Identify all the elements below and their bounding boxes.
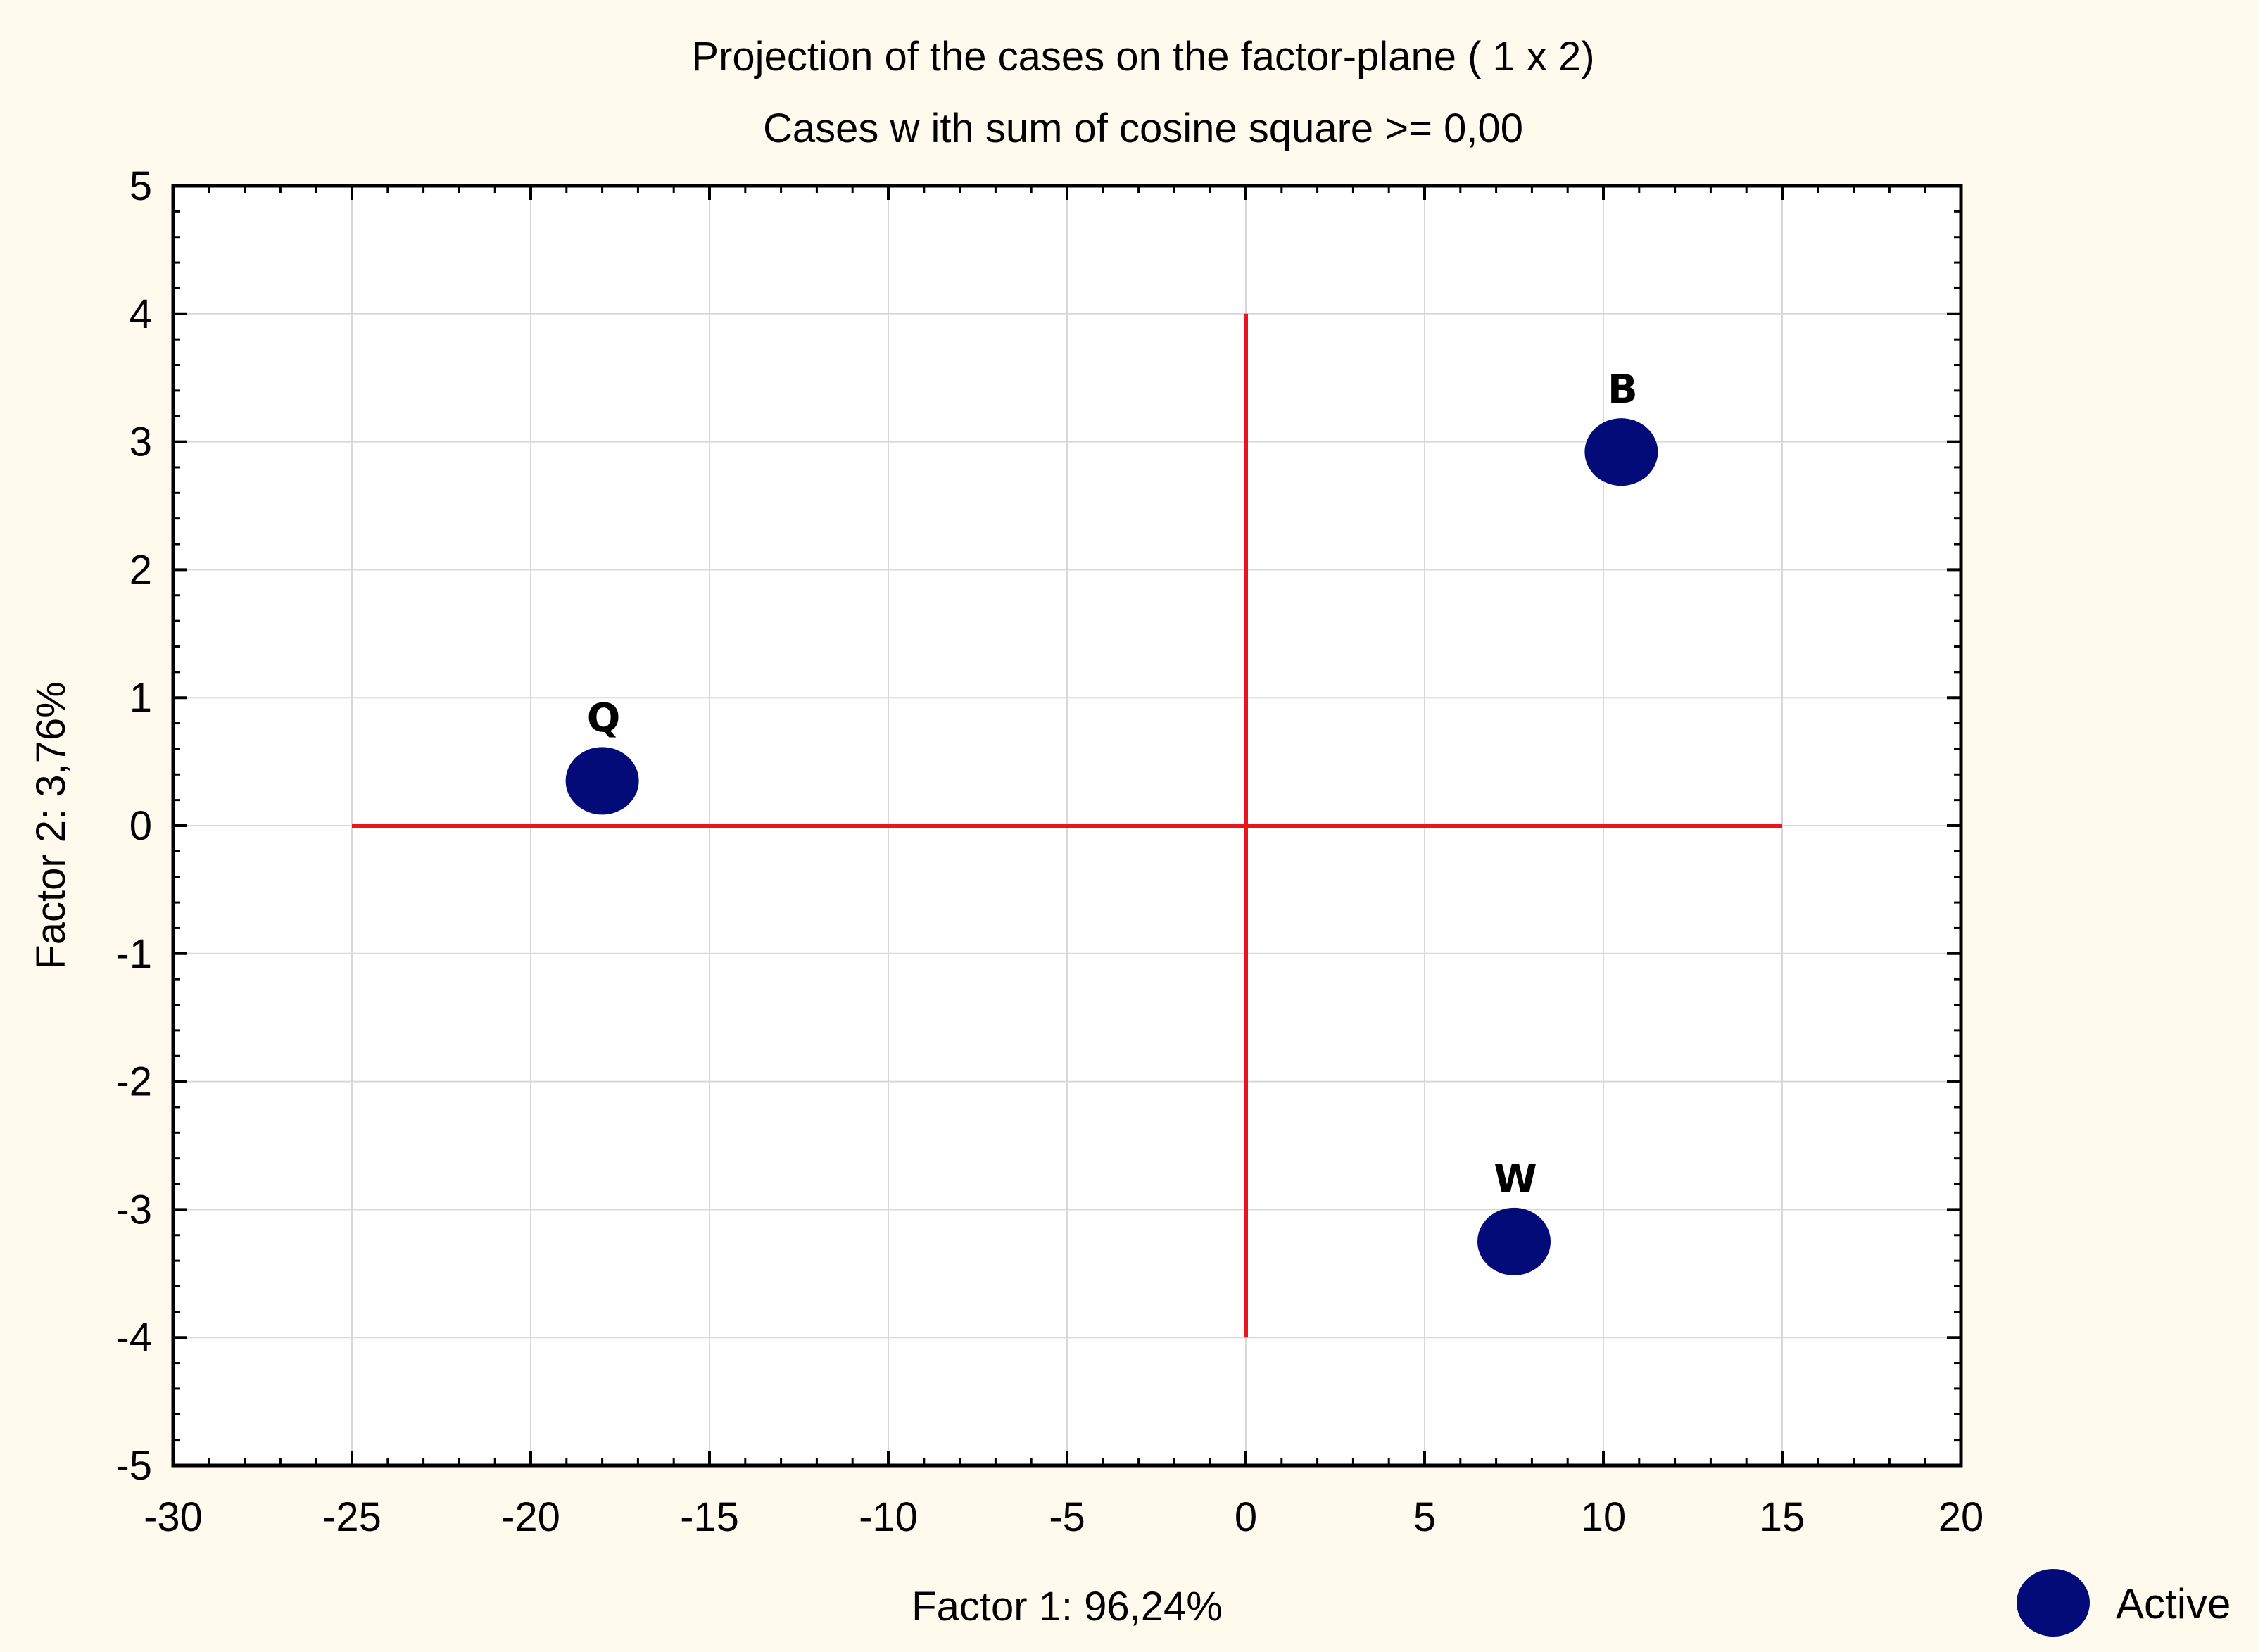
data-point: [1584, 418, 1658, 486]
y-tick-label: 0: [130, 803, 152, 849]
y-tick-label: -5: [115, 1443, 152, 1489]
data-points: Q B W: [565, 367, 1658, 1275]
x-tick-label: 5: [1413, 1494, 1436, 1540]
x-tick-label: -30: [144, 1494, 203, 1540]
legend-label: Active: [2116, 1580, 2231, 1627]
x-tick-label: 0: [1235, 1494, 1257, 1540]
reference-lines: [352, 313, 1782, 1338]
y-tick-label: -4: [115, 1315, 152, 1361]
y-tick-label: -3: [115, 1187, 152, 1232]
x-tick-label: -10: [859, 1494, 918, 1540]
y-tick-label: 1: [130, 675, 152, 721]
y-axis-title: Factor 2: 3,76%: [28, 681, 74, 969]
x-tick-label: -20: [501, 1494, 560, 1540]
x-tick-label: 15: [1760, 1494, 1805, 1540]
y-tick-label: 4: [130, 291, 152, 337]
y-tick-label: 2: [130, 547, 152, 593]
x-tick-label: 20: [1938, 1494, 1984, 1540]
y-tick-labels: -5 -4 -3 -2 -1 0 1 2 3 4 5: [115, 163, 152, 1489]
legend: Active: [2017, 1569, 2231, 1637]
y-tick-label: 3: [130, 420, 152, 465]
chart-title: Projection of the cases on the factor-pl…: [691, 34, 1594, 80]
chart-subtitle: Cases w ith sum of cosine square >= 0,00: [763, 106, 1523, 151]
x-tick-label: -5: [1049, 1494, 1085, 1540]
data-point-label: W: [1494, 1156, 1537, 1202]
data-point-label: B: [1608, 367, 1638, 412]
x-tick-label: -25: [322, 1494, 381, 1540]
y-tick-label: 5: [130, 163, 152, 209]
x-tick-label: -15: [680, 1494, 739, 1540]
y-tick-label: -1: [115, 931, 152, 977]
data-point: [1477, 1207, 1551, 1275]
legend-marker: [2017, 1569, 2090, 1637]
x-tick-label: 10: [1581, 1494, 1627, 1540]
axis-ticks: [172, 184, 1962, 1467]
y-tick-label: -2: [115, 1059, 152, 1105]
x-axis-title: Factor 1: 96,24%: [912, 1584, 1223, 1629]
data-point: [565, 747, 639, 815]
data-point-label: Q: [587, 695, 621, 741]
x-tick-labels: -30 -25 -20 -15 -10 -5 0 5 10 15 20: [144, 1494, 1983, 1540]
